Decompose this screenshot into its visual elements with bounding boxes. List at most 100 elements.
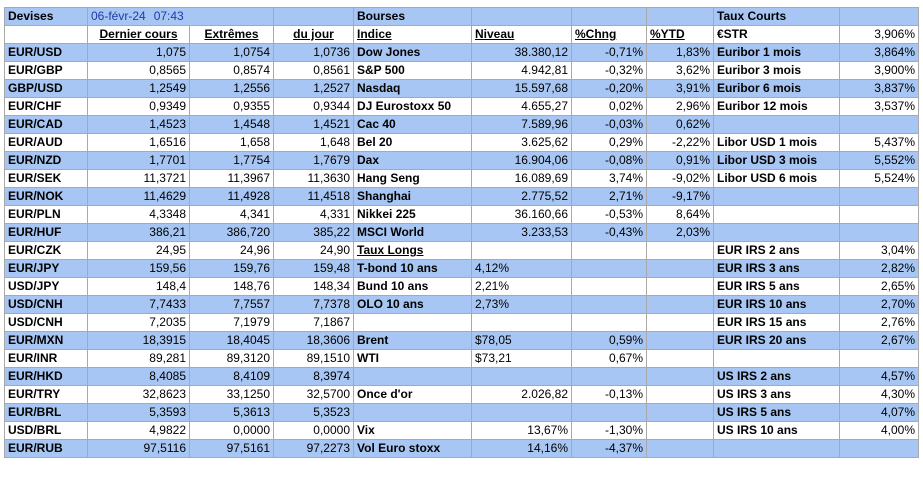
fx-low: 159,48 (273, 259, 354, 278)
index-change: 2,71% (571, 187, 647, 206)
fx-pair: EUR/NOK (4, 187, 88, 206)
fx-low: 7,1867 (273, 313, 354, 332)
rate-name: Euribor 3 mois (713, 61, 840, 80)
rate-value: 2,82% (839, 259, 919, 278)
index-name (353, 313, 472, 332)
index-level: 3.625,62 (471, 133, 572, 152)
rate-value: 3,837% (839, 79, 919, 98)
fx-last: 1,2549 (87, 79, 190, 98)
index-name: Once d'or (353, 385, 472, 404)
time-label: 07:43 (153, 9, 184, 23)
index-ytd: 1,83% (646, 43, 714, 62)
index-level (471, 403, 572, 422)
devises-label: Devises (4, 7, 88, 26)
rate-value: 2,70% (839, 295, 919, 314)
rate-value: 4,30% (839, 385, 919, 404)
fx-last: 5,3593 (87, 403, 190, 422)
column-header-du-jour: du jour (273, 25, 354, 44)
rate-name (713, 349, 840, 368)
table-row: EUR/JPY 159,56 159,76 159,48 T-bond 10 ans 4,… (4, 259, 919, 278)
header-empty (471, 7, 572, 26)
index-name: OLO 10 ans (353, 295, 472, 314)
taux-courts-label: Taux Courts (713, 7, 840, 26)
index-name: Nasdaq (353, 79, 472, 98)
index-change: -4,37% (571, 439, 647, 458)
bourses-label: Bourses (353, 7, 472, 26)
index-ytd (646, 331, 714, 350)
rate-value: 5,524% (839, 169, 919, 188)
fx-last: 1,4523 (87, 115, 190, 134)
table-row: EUR/USD 1,075 1,0754 1,0736 Dow Jones 38.380,… (4, 43, 919, 62)
index-name: Cac 40 (353, 115, 472, 134)
rate-name: US IRS 2 ans (713, 367, 840, 386)
index-name: Shanghai (353, 187, 472, 206)
fx-pair: EUR/CAD (4, 115, 88, 134)
index-change (571, 241, 647, 260)
rate-value: 2,67% (839, 331, 919, 350)
table-row: EUR/CZK 24,95 24,96 24,90 Taux Longs EUR IRS … (4, 241, 919, 260)
fx-pair: EUR/AUD (4, 133, 88, 152)
fx-low: 148,34 (273, 277, 354, 296)
index-level: $78,05 (471, 331, 572, 350)
fx-low: 0,8561 (273, 61, 354, 80)
rate-value: 3,864% (839, 43, 919, 62)
header-row: Devises 06-févr-24 07:43 Bourses Taux Cou… (4, 7, 919, 26)
index-level: $73,21 (471, 349, 572, 368)
index-ytd (646, 367, 714, 386)
index-level: 38.380,12 (471, 43, 572, 62)
index-ytd (646, 295, 714, 314)
index-change (571, 259, 647, 278)
table-row: EUR/CAD 1,4523 1,4548 1,4521 Cac 40 7.589,96-… (4, 115, 919, 134)
fx-pair: EUR/NZD (4, 151, 88, 170)
column-header-chng: %Chng (571, 25, 647, 44)
rate-value: 4,00% (839, 421, 919, 440)
fx-low: 11,4518 (273, 187, 354, 206)
fx-high: 148,76 (189, 277, 274, 296)
index-level: 2.775,52 (471, 187, 572, 206)
column-header-niveau: Niveau (471, 25, 572, 44)
fx-low: 5,3523 (273, 403, 354, 422)
fx-pair: EUR/TRY (4, 385, 88, 404)
rate-name: EUR IRS 2 ans (713, 241, 840, 260)
fx-low: 32,5700 (273, 385, 354, 404)
fx-pair: EUR/JPY (4, 259, 88, 278)
fx-pair: USD/CNH (4, 295, 88, 314)
header-empty (839, 7, 919, 26)
index-level: 16.089,69 (471, 169, 572, 188)
column-header-last: Dernier cours (87, 25, 190, 44)
rate-name: Libor USD 1 mois (713, 133, 840, 152)
fx-low: 97,2273 (273, 439, 354, 458)
index-level: 2,21% (471, 277, 572, 296)
index-ytd: 3,62% (646, 61, 714, 80)
fx-high: 11,4928 (189, 187, 274, 206)
fx-high: 1,7754 (189, 151, 274, 170)
fx-pair: EUR/PLN (4, 205, 88, 224)
fx-high: 18,4045 (189, 331, 274, 350)
index-ytd (646, 277, 714, 296)
fx-high: 386,720 (189, 223, 274, 242)
index-change: 0,59% (571, 331, 647, 350)
fx-high: 24,96 (189, 241, 274, 260)
fx-high: 0,8574 (189, 61, 274, 80)
index-change: -0,03% (571, 115, 647, 134)
fx-pair: USD/CNH (4, 313, 88, 332)
table-row: EUR/RUB 97,5116 97,5161 97,2273 Vol Euro sto… (4, 439, 919, 458)
fx-pair: EUR/USD (4, 43, 88, 62)
fx-last: 7,2035 (87, 313, 190, 332)
index-name: Dax (353, 151, 472, 170)
fx-low: 7,7378 (273, 295, 354, 314)
rate-value: 3,04% (839, 241, 919, 260)
index-ytd (646, 313, 714, 332)
fx-high: 1,2556 (189, 79, 274, 98)
index-ytd (646, 421, 714, 440)
index-change: 0,29% (571, 133, 647, 152)
index-change: 0,67% (571, 349, 647, 368)
index-ytd: 2,03% (646, 223, 714, 242)
index-name (353, 403, 472, 422)
index-name: Taux Longs (353, 241, 472, 260)
timestamp: 06-févr-24 07:43 (87, 7, 274, 26)
column-header-empty (4, 25, 88, 44)
column-header-row: Dernier cours Extrêmes du jour Indice Ni… (4, 25, 919, 44)
rate-name: US IRS 5 ans (713, 403, 840, 422)
fx-last: 24,95 (87, 241, 190, 260)
